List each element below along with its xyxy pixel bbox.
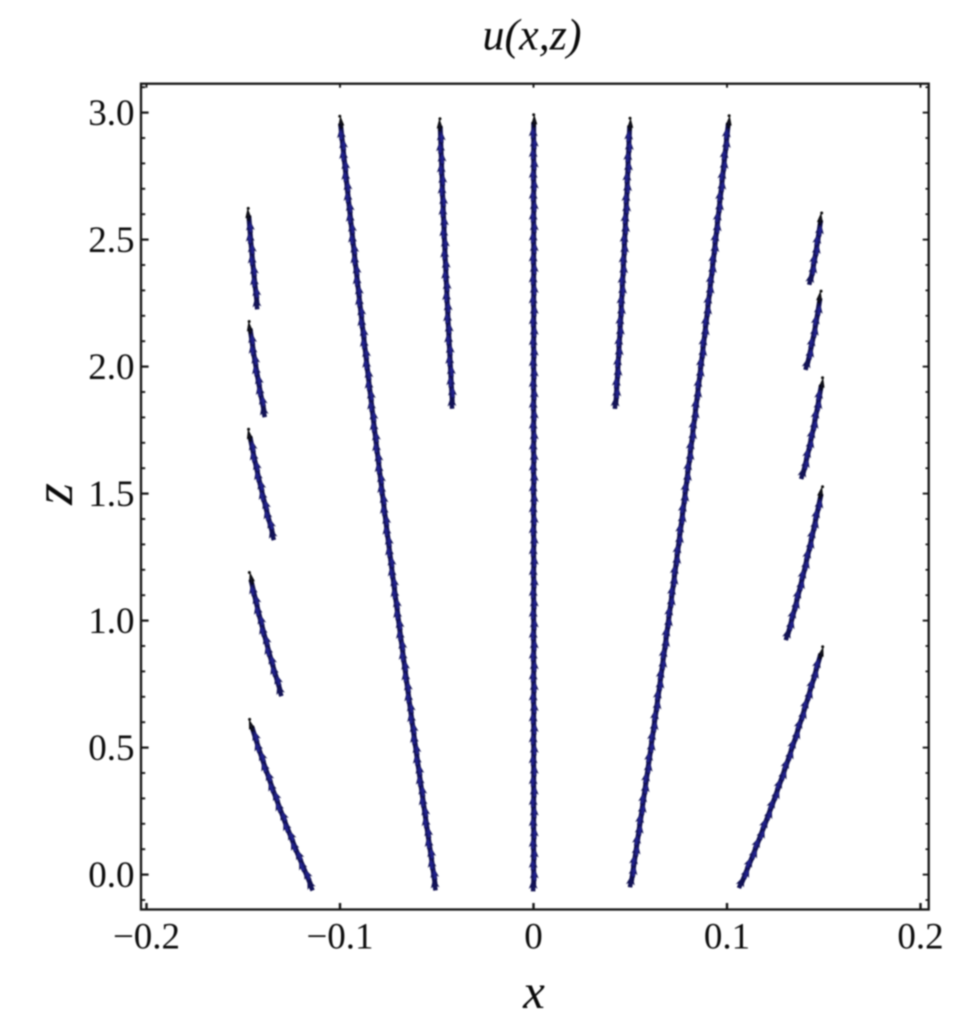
- svg-text:0.2: 0.2: [897, 916, 943, 957]
- svg-text:3.0: 3.0: [88, 93, 134, 134]
- svg-text:2.0: 2.0: [88, 347, 134, 388]
- svg-text:x: x: [522, 964, 545, 1019]
- svg-text:0.0: 0.0: [88, 855, 134, 896]
- svg-text:0.5: 0.5: [88, 728, 134, 769]
- svg-text:z: z: [23, 483, 85, 506]
- svg-text:2.5: 2.5: [88, 220, 134, 261]
- svg-text:u(x,z): u(x,z): [483, 11, 582, 60]
- svg-text:1.5: 1.5: [88, 474, 134, 515]
- svg-text:−0.1: −0.1: [306, 916, 373, 957]
- svg-text:−0.2: −0.2: [113, 916, 180, 957]
- svg-text:0.1: 0.1: [704, 916, 750, 957]
- svg-text:1.0: 1.0: [88, 601, 134, 642]
- svg-text:0: 0: [524, 916, 543, 957]
